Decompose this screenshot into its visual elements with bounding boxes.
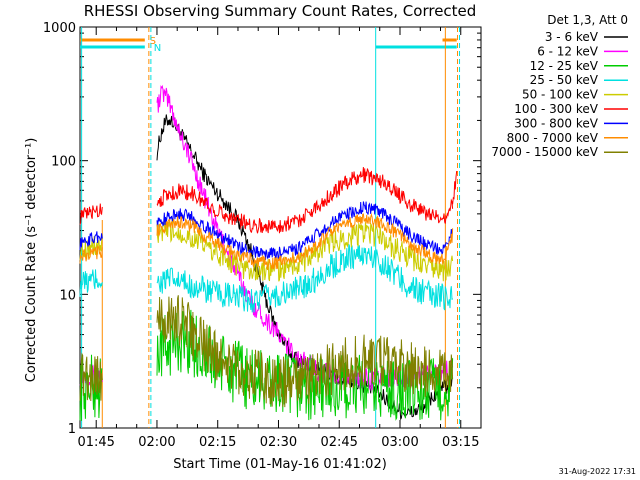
legend-label: 6 - 12 keV — [537, 44, 599, 58]
series-line — [156, 309, 454, 421]
legend-label: 3 - 6 keV — [545, 30, 599, 44]
legend-label: 100 - 300 keV — [514, 102, 598, 116]
legend-label: 12 - 25 keV — [530, 59, 599, 73]
legend-label: 300 - 800 keV — [514, 116, 598, 130]
plot-frame — [79, 26, 482, 429]
series-line — [156, 167, 454, 234]
series-line — [156, 212, 454, 270]
y-axis-label: Corrected Count Rate (s⁻¹ detector⁻¹) — [24, 138, 39, 383]
series-line — [79, 269, 103, 297]
y-tick-label: 1000 — [43, 21, 76, 36]
y-tick-label: 100 — [51, 155, 76, 170]
footer-timestamp: 31-Aug-2022 17:31 — [559, 467, 636, 476]
series-line — [79, 245, 103, 264]
x-tick-label: 02:45 — [320, 435, 357, 450]
plot-area: 1 10 100 1000 01:45 02:00 02:15 02:30 02:45 03:00… — [43, 21, 482, 450]
series-line — [156, 201, 454, 260]
x-tick-label: 02:15 — [199, 435, 236, 450]
legend-label: 25 - 50 keV — [530, 73, 599, 87]
x-tick-label: 02:00 — [138, 435, 175, 450]
y-tick-label: 10 — [59, 288, 76, 303]
series-line — [156, 243, 454, 313]
series-line — [79, 352, 103, 402]
legend-label: 50 - 100 keV — [522, 88, 599, 102]
series-line — [79, 231, 103, 251]
flag-label-n: N — [154, 43, 161, 54]
legend-title: Det 1,3, Att 0 — [547, 13, 628, 27]
chart-title: RHESSI Observing Summary Count Rates, Co… — [84, 2, 477, 20]
x-tick-label: 02:30 — [260, 435, 297, 450]
x-tick-label: 01:45 — [77, 435, 114, 450]
legend-label: 7000 - 15000 keV — [491, 145, 598, 159]
y-tick-label: 1 — [68, 422, 76, 437]
legend-label: 800 - 7000 keV — [507, 131, 599, 145]
series-line — [79, 234, 103, 261]
x-axis-label: Start Time (01-May-16 01:41:02) — [173, 457, 387, 472]
x-tick-label: 03:00 — [381, 435, 418, 450]
series-line — [452, 170, 458, 205]
x-tick-label: 03:15 — [442, 435, 479, 450]
series-line — [79, 203, 103, 225]
series-line — [156, 295, 454, 408]
flag-label-s: S — [150, 36, 156, 47]
